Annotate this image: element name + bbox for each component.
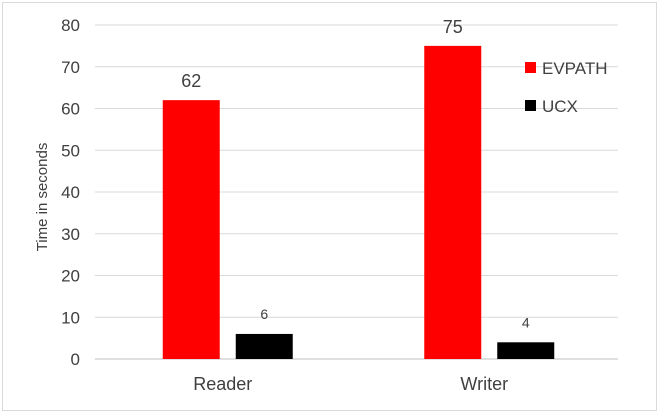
y-axis-label: Time in seconds — [34, 143, 51, 252]
y-tick-labels: 0 10 20 30 40 50 60 70 80 — [61, 16, 80, 369]
bar-ucx-reader — [235, 333, 293, 359]
legend-swatch-ucx — [525, 100, 536, 111]
category-labels: Reader Writer — [193, 374, 508, 394]
y-tick-label: 0 — [71, 350, 80, 369]
y-tick-label: 60 — [61, 100, 80, 119]
data-label: 75 — [443, 17, 463, 37]
category-label: Writer — [460, 374, 508, 394]
data-label: 62 — [181, 71, 201, 91]
y-tick-label: 40 — [61, 183, 80, 202]
legend-label: EVPATH — [542, 59, 608, 78]
bar-evpath-reader — [162, 100, 220, 360]
legend-swatch-evpath — [525, 62, 536, 73]
bar-evpath-writer — [424, 45, 482, 359]
bars — [162, 45, 555, 360]
data-label: 4 — [522, 314, 530, 330]
y-tick-label: 10 — [61, 308, 80, 327]
category-label: Reader — [193, 374, 252, 394]
legend-label: UCX — [542, 97, 578, 116]
y-tick-label: 80 — [61, 16, 80, 35]
y-tick-label: 20 — [61, 267, 80, 286]
legend: EVPATH UCX — [525, 59, 608, 116]
y-tick-label: 50 — [61, 141, 80, 160]
data-label: 6 — [260, 306, 268, 322]
y-tick-label: 30 — [61, 225, 80, 244]
data-labels: 62 6 75 4 — [181, 17, 530, 330]
bar-ucx-writer — [497, 342, 555, 359]
y-tick-label: 70 — [61, 58, 80, 77]
